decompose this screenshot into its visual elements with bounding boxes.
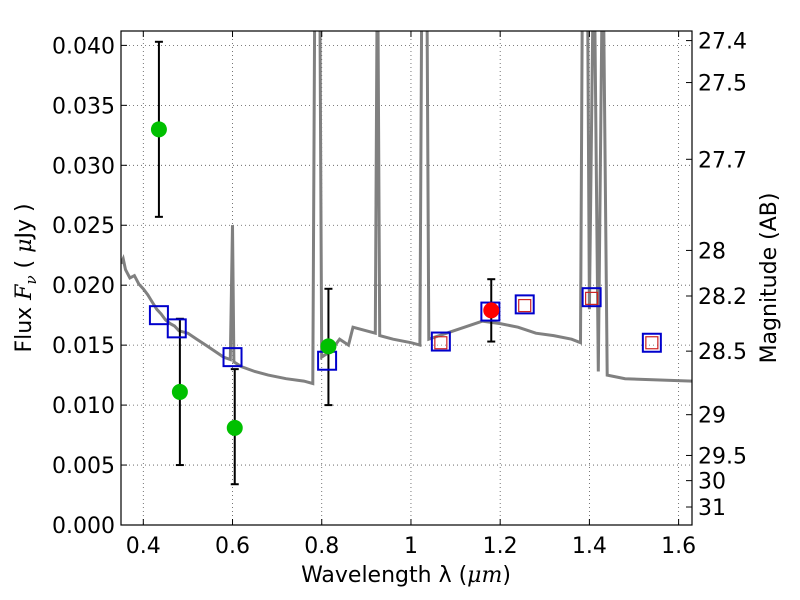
magnitude-tick-label: 30	[698, 470, 726, 495]
magnitude-tick-label: 28.5	[698, 340, 747, 365]
model-point-square	[430, 331, 451, 352]
magnitude-tick-label: 29	[698, 404, 726, 429]
y-tick-label: 0.000	[52, 514, 115, 539]
model-point-square	[581, 287, 602, 308]
right-axis-label: Magnitude (AB)	[757, 193, 782, 364]
y-tick-label: 0.010	[52, 394, 115, 419]
x-tick-label: 1.2	[483, 534, 518, 559]
y-tick-label: 0.030	[52, 154, 115, 179]
x-tick-label: 1	[404, 534, 418, 559]
y-tick-label: 0.015	[52, 334, 115, 359]
x-tick-label: 0.4	[126, 534, 161, 559]
model-point-square	[148, 305, 169, 326]
x-tick-label: 0.8	[304, 534, 339, 559]
y-axis-label: Flux Fν ( μJy )	[12, 203, 40, 352]
detection-point	[320, 338, 337, 355]
y-axis-label-symbol: F	[12, 284, 37, 301]
y-tick-label: 0.005	[52, 454, 115, 479]
x-tick-label: 0.6	[215, 534, 250, 559]
model-point-inner-square	[585, 291, 599, 305]
model-point-inner-square	[518, 298, 532, 313]
y-axis-ticks: 0.000 0.005 0.010 0.015 0.020 0.025 0.030 0.035…	[52, 34, 127, 539]
x-axis-ticks: 0.4 0.6 0.8 1 1.2 1.4 1.6	[126, 31, 696, 559]
y-tick-label: 0.035	[52, 94, 115, 119]
y-axis-label-subscript: ν	[22, 275, 40, 284]
model-point-square	[514, 294, 535, 315]
model-point-square	[166, 318, 187, 339]
x-axis-label-unit: μm	[467, 563, 502, 588]
model-point-square	[222, 347, 243, 368]
y-axis-label-open: (	[12, 253, 37, 276]
y-axis-label-unit: Jy )	[12, 203, 37, 240]
y-axis-label-mu: μ	[12, 239, 37, 253]
x-axis-label-prefix: Wavelength λ (	[301, 563, 467, 588]
detection-point	[150, 121, 167, 138]
y-tick-label: 0.040	[52, 34, 115, 59]
detection-point	[226, 419, 243, 436]
magnitude-tick-label: 27.4	[698, 30, 747, 55]
model-point-inner-square	[645, 336, 659, 350]
y-tick-label: 0.025	[52, 214, 115, 239]
x-tick-label: 1.4	[572, 534, 607, 559]
magnitude-tick-label: 29.5	[698, 444, 747, 469]
x-axis-label-suffix: )	[502, 563, 511, 588]
magnitude-tick-label: 28.2	[698, 285, 747, 310]
x-axis-label: Wavelength λ (μm)	[301, 563, 511, 588]
marker-layer	[148, 121, 662, 436]
plot-frame	[120, 30, 693, 526]
model-point-square	[641, 332, 662, 353]
y-axis-label-prefix: Flux	[12, 300, 37, 353]
highlight-point	[483, 302, 500, 319]
y-tick-label: 0.020	[52, 274, 115, 299]
magnitude-tick-label: 28	[698, 239, 726, 264]
x-tick-label: 1.6	[661, 534, 696, 559]
magnitude-tick-label: 27.7	[698, 148, 747, 173]
detection-point	[171, 383, 188, 400]
magnitude-tick-label: 31	[698, 496, 726, 521]
magnitude-tick-label: 27.5	[698, 72, 747, 97]
model-point-inner-square	[434, 336, 448, 350]
